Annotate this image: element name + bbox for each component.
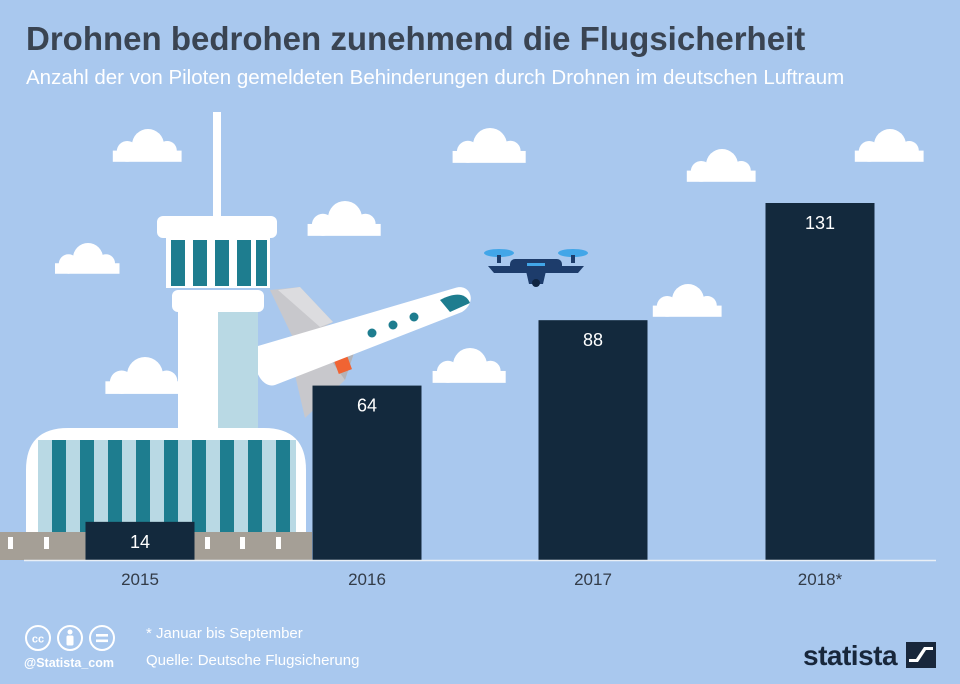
footnote: * Januar bis September <box>146 625 303 642</box>
statista-logo-text: statista <box>803 640 898 671</box>
chart-subtitle: Anzahl der von Piloten gemeldeten Behind… <box>26 66 845 89</box>
chart-title: Drohnen bedrohen zunehmend die Flugsiche… <box>26 20 806 57</box>
statista-logo-icon <box>906 642 936 668</box>
cloud-icon <box>432 348 506 383</box>
cloud-icon <box>652 284 722 317</box>
airplane-icon <box>254 287 471 418</box>
value-labels: 14 64 88 131 <box>130 213 835 552</box>
no-derivatives-icon <box>89 625 115 651</box>
x-tick-label: 2018* <box>798 570 843 589</box>
cloud-icon <box>307 201 381 236</box>
data-label: 131 <box>805 213 835 233</box>
clouds <box>55 128 924 394</box>
drone-icon <box>484 249 588 287</box>
cloud-icon <box>112 129 182 162</box>
data-label: 88 <box>583 330 603 350</box>
cloud-icon <box>452 128 526 163</box>
cloud-icon <box>854 129 924 162</box>
cc-icon: cc <box>25 625 51 651</box>
x-tick-label: 2015 <box>121 570 159 589</box>
bar-2018 <box>765 203 875 560</box>
svg-text:cc: cc <box>32 634 44 646</box>
statista-handle: @Statista_com <box>24 656 114 670</box>
x-tick-labels: 2015 2016 2017 2018* <box>121 570 843 589</box>
cloud-icon <box>55 243 120 274</box>
cloud-icon <box>105 357 183 394</box>
x-tick-label: 2016 <box>348 570 386 589</box>
x-tick-label: 2017 <box>574 570 612 589</box>
attribution-icon <box>57 625 83 651</box>
license-icons: cc <box>24 624 124 659</box>
bar-2015 <box>85 521 195 560</box>
source-note: Quelle: Deutsche Flugsicherung <box>146 652 360 669</box>
data-label: 14 <box>130 532 150 552</box>
cloud-icon <box>686 149 756 182</box>
bar-2017 <box>538 320 648 560</box>
bar-2016 <box>312 385 422 560</box>
bars <box>85 203 875 560</box>
control-tower <box>157 112 277 442</box>
data-label: 64 <box>357 396 377 416</box>
